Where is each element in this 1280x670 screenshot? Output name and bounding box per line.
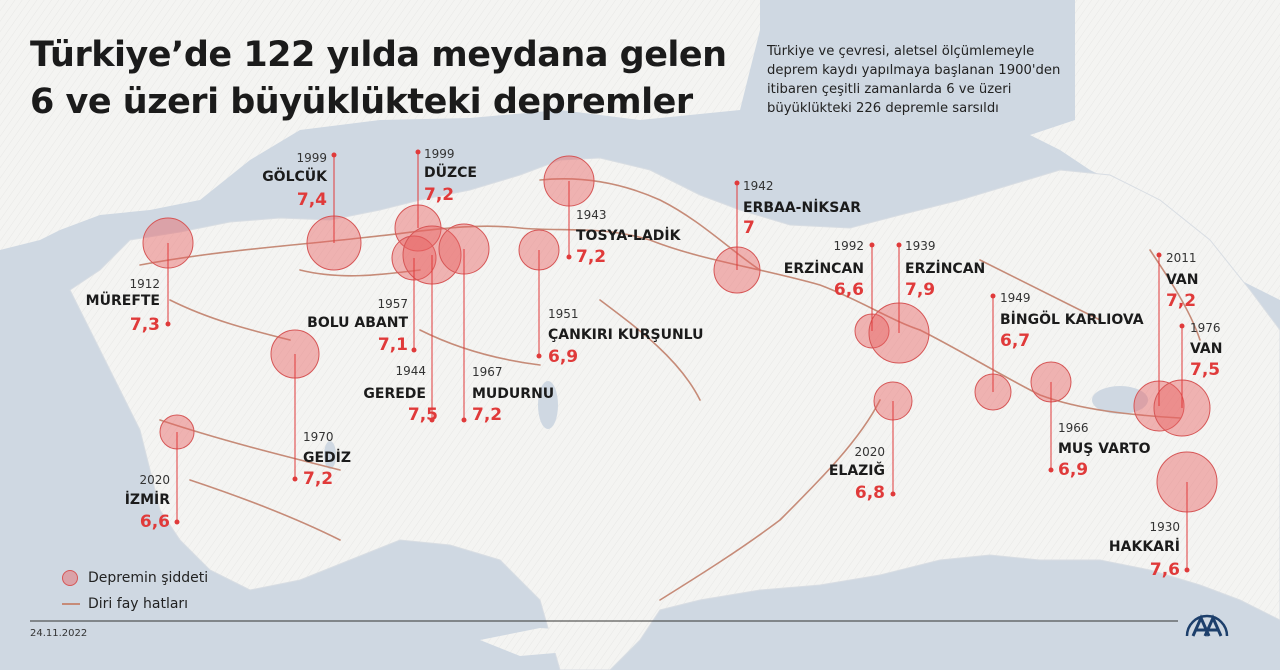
label-magnitude: 7,3 — [130, 315, 160, 335]
label-magnitude: 7,9 — [905, 280, 935, 300]
label-magnitude: 7,1 — [378, 335, 408, 355]
label-magnitude: 7,5 — [408, 405, 438, 425]
label-place: ELAZIĞ — [829, 461, 885, 479]
label-place: MÜREFTE — [86, 291, 160, 309]
fault-line-swatch-icon — [62, 603, 80, 605]
label-year: 2011 — [1166, 251, 1197, 265]
label-place: BİNGÖL KARLIOVA — [1000, 310, 1144, 328]
label-place: VAN — [1166, 272, 1198, 288]
label-year: 1976 — [1190, 321, 1221, 335]
label-magnitude: 7,6 — [1150, 560, 1180, 580]
label-place: BOLU ABANT — [307, 315, 408, 331]
earthquake-labels: 1912 MÜREFTE 7,3 1999 GÖLCÜK 7,4 1999 DÜ… — [86, 147, 1223, 580]
intro-line: itibaren çeşitli zamanlarda 6 ve üzeri — [767, 82, 1012, 97]
label-year: 1951 — [548, 307, 579, 321]
label-year: 1957 — [377, 297, 408, 311]
label-magnitude: 6,6 — [834, 280, 864, 300]
label-place: ÇANKIRI KURŞUNLU — [548, 327, 703, 343]
cyprus-land — [480, 628, 600, 656]
intro-line: Türkiye ve çevresi, aletsel ölçümlemeyle — [767, 44, 1035, 59]
circle-swatch-icon — [62, 570, 78, 586]
label-magnitude: 6,8 — [855, 483, 885, 503]
label-year: 1944 — [395, 364, 426, 378]
label-place: GEREDE — [363, 386, 426, 402]
anatolia-land — [69, 157, 1280, 670]
intro-text: Türkiye ve çevresi, aletsel ölçümlemeyle… — [767, 42, 1067, 118]
fault-lines — [139, 178, 1201, 601]
label-magnitude: 7,5 — [1190, 360, 1220, 380]
label-place: ERZİNCAN — [905, 260, 985, 277]
label-year: 1942 — [743, 179, 774, 193]
label-place: ERBAA-NİKSAR — [743, 199, 861, 216]
label-place: MUŞ VARTO — [1058, 441, 1151, 457]
label-year: 1970 — [303, 430, 334, 444]
label-year: 1999 — [424, 147, 455, 161]
aa-logo-icon — [1185, 614, 1229, 637]
label-place: ERZİNCAN — [784, 260, 864, 277]
label-place: GEDİZ — [303, 449, 351, 466]
label-place: HAKKARİ — [1109, 538, 1180, 555]
leader-dots — [165, 149, 1190, 573]
label-year: 1966 — [1058, 421, 1089, 435]
northern-land — [0, 0, 760, 250]
label-place: MUDURNU — [472, 386, 554, 402]
legend-fault-label: Diri fay hatları — [88, 596, 189, 612]
label-magnitude: 6,9 — [548, 347, 578, 367]
page-title: Türkiye’de 122 yılda meydana gelen 6 ve … — [30, 32, 727, 126]
title-line-2: 6 ve üzeri büyüklükteki depremler — [30, 82, 693, 122]
label-place: GÖLCÜK — [262, 167, 328, 185]
label-place: İZMİR — [125, 491, 171, 508]
label-magnitude: 6,9 — [1058, 460, 1088, 480]
legend: Depremin şiddeti Diri fay hatları — [62, 565, 208, 617]
label-year: 1912 — [129, 277, 160, 291]
lake-tuz — [538, 381, 558, 429]
label-year: 1949 — [1000, 291, 1031, 305]
leader-lines — [167, 152, 1188, 570]
title-line-1: Türkiye’de 122 yılda meydana gelen — [30, 35, 727, 75]
label-year: 1943 — [576, 208, 607, 222]
label-place: VAN — [1190, 341, 1222, 357]
legend-fault: Diri fay hatları — [62, 591, 208, 617]
label-place: DÜZCE — [424, 163, 477, 181]
northern-land-east — [1030, 0, 1280, 300]
label-magnitude: 7,2 — [1166, 291, 1196, 311]
label-magnitude: 7 — [743, 218, 755, 238]
lake-egirdir — [324, 441, 336, 469]
publish-date: 24.11.2022 — [30, 628, 88, 639]
legend-intensity: Depremin şiddeti — [62, 565, 208, 591]
label-year: 2020 — [139, 473, 170, 487]
label-place: TOSYA-LADİK — [576, 227, 682, 244]
label-year: 1967 — [472, 365, 503, 379]
label-magnitude: 7,4 — [297, 190, 327, 210]
intro-line: deprem kaydı yapılmaya başlanan 1900'den — [767, 63, 1061, 78]
legend-intensity-label: Depremin şiddeti — [88, 570, 209, 586]
label-magnitude: 7,2 — [576, 247, 606, 267]
label-year: 1930 — [1149, 520, 1180, 534]
label-year: 2020 — [854, 445, 885, 459]
label-magnitude: 6,6 — [140, 512, 170, 532]
label-magnitude: 7,2 — [303, 469, 333, 489]
label-year: 1992 — [833, 239, 864, 253]
label-magnitude: 6,7 — [1000, 331, 1030, 351]
label-magnitude: 7,2 — [424, 185, 454, 205]
label-year: 1939 — [905, 239, 936, 253]
intro-line: büyüklükteki 226 depremle sarsıldı — [767, 101, 999, 116]
label-magnitude: 7,2 — [472, 405, 502, 425]
label-year: 1999 — [296, 151, 327, 165]
